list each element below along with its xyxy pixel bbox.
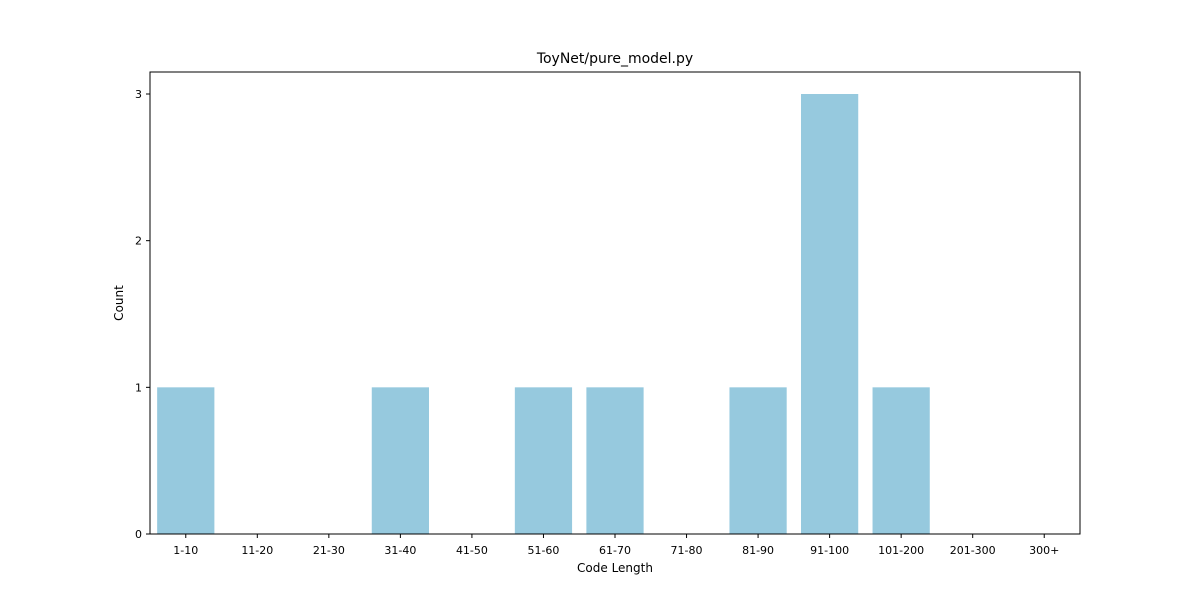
x-tick-label: 51-60 xyxy=(527,544,559,557)
x-tick-label: 201-300 xyxy=(950,544,996,557)
x-axis-label: Code Length xyxy=(577,561,653,575)
bar-61-70 xyxy=(586,387,644,534)
x-tick-label: 21-30 xyxy=(313,544,345,557)
x-tick-label: 81-90 xyxy=(742,544,774,557)
x-tick-label: 300+ xyxy=(1029,544,1059,557)
y-tick-label: 2 xyxy=(135,235,142,248)
x-tick-label: 91-100 xyxy=(810,544,849,557)
x-axis: 1-10 11-20 21-30 31-40 41-50 51-60 61-70 71-80 8… xyxy=(173,534,1059,557)
x-tick-label: 101-200 xyxy=(878,544,924,557)
y-tick-label: 3 xyxy=(135,88,142,101)
x-tick-label: 11-20 xyxy=(241,544,273,557)
bar-81-90 xyxy=(729,387,787,534)
chart-title: ToyNet/pure_model.py xyxy=(536,51,693,67)
y-tick-label: 0 xyxy=(135,528,142,541)
bar-91-100 xyxy=(801,94,859,534)
bar-31-40 xyxy=(371,387,429,534)
bar-1-10 xyxy=(157,387,215,534)
bar-51-60 xyxy=(514,387,573,534)
x-tick-label: 31-40 xyxy=(384,544,416,557)
x-tick-label: 71-80 xyxy=(671,544,703,557)
y-axis-label: Count xyxy=(112,285,126,321)
y-axis: 0 1 2 3 xyxy=(135,88,150,541)
bar-101-200 xyxy=(872,387,930,534)
bars-layer xyxy=(157,94,930,534)
x-tick-label: 41-50 xyxy=(456,544,488,557)
x-tick-label: 61-70 xyxy=(599,544,631,557)
x-tick-label: 1-10 xyxy=(173,544,198,557)
y-tick-label: 1 xyxy=(135,381,142,394)
